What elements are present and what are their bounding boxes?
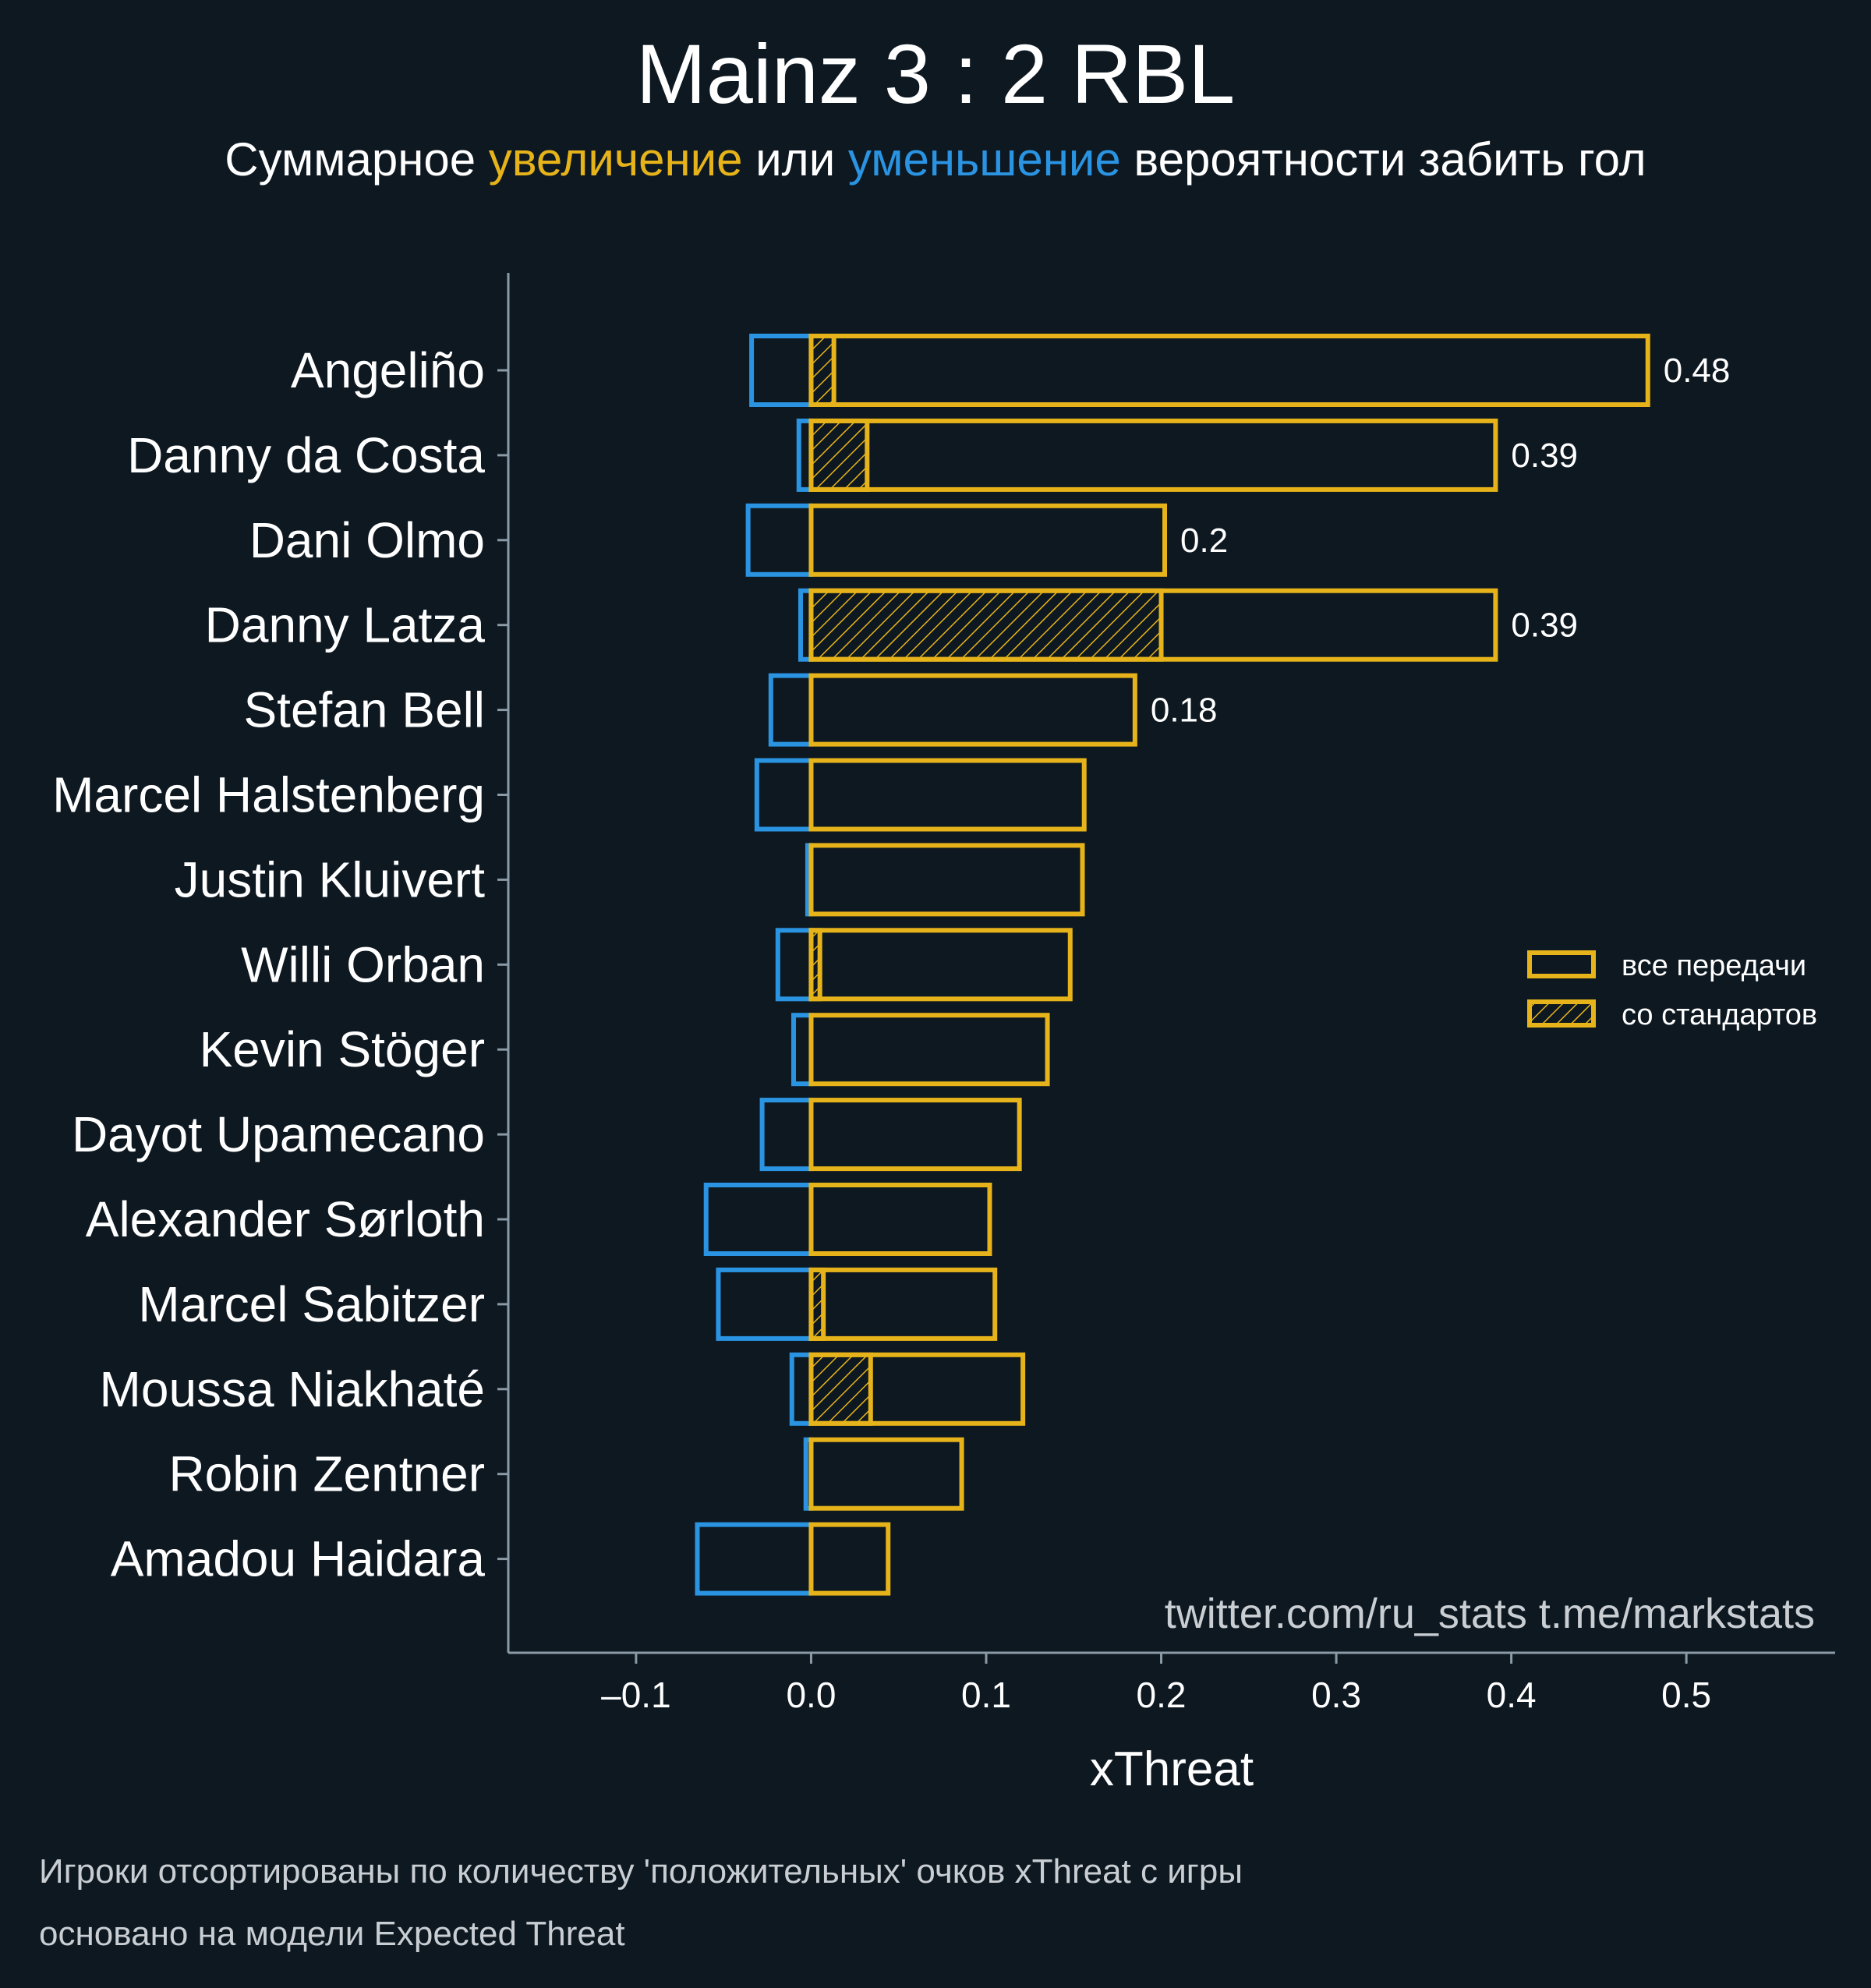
subtitle-part-2: или — [742, 133, 848, 186]
negative-bar — [768, 673, 814, 747]
negative-bar — [716, 1267, 814, 1341]
x-axis-label: xThreat — [1090, 1742, 1254, 1796]
category-label: Marcel Halstenberg — [52, 767, 485, 823]
footnote-sorting: Игроки отсортированы по количеству 'поло… — [39, 1852, 1243, 1891]
category-label: Kevin Stöger — [200, 1021, 485, 1077]
category-label: Moussa Niakhaté — [100, 1361, 485, 1417]
x-tick-label: 0.5 — [1661, 1675, 1711, 1715]
category-label: Willi Orban — [241, 936, 485, 992]
category-label: Marcel Sabitzer — [138, 1276, 485, 1332]
set-piece-bar — [808, 588, 1164, 662]
all-passes-bar — [808, 1098, 1022, 1172]
negative-bar — [703, 1183, 814, 1256]
all-passes-bar — [808, 588, 1498, 662]
bar-value-label: 0.18 — [1151, 692, 1218, 730]
bar-value-label: 0.48 — [1664, 352, 1731, 390]
category-label: Dani Olmo — [249, 512, 485, 568]
all-passes-bar — [808, 673, 1137, 747]
all-passes-bar — [808, 758, 1087, 832]
x-tick-label: 0.1 — [961, 1675, 1011, 1715]
subtitle-positive-word: увеличение — [488, 133, 743, 186]
axes-group: Angeliño Danny da Costa Dani Olmo Danny Lat… — [52, 273, 1835, 1796]
all-passes-bar — [808, 503, 1168, 577]
all-passes-bar — [808, 843, 1085, 917]
legend-swatch — [1527, 999, 1596, 1028]
bar-value-label: 0.39 — [1511, 437, 1578, 475]
bars-group: 0.48 0.39 0.2 0.39 0.18 — [695, 334, 1731, 1596]
x-tick-label: –0.1 — [601, 1675, 671, 1715]
negative-bar — [775, 928, 814, 1002]
subtitle-part-1: Суммарное — [225, 133, 489, 186]
watermark: twitter.com/ru_stats t.me/markstats — [1165, 1590, 1815, 1637]
legend-swatch — [1527, 950, 1596, 978]
category-label: Danny Latza — [205, 597, 486, 653]
chart-subtitle: Суммарное увеличение или уменьшение веро… — [0, 129, 1871, 191]
x-tick-label: 0.0 — [786, 1675, 836, 1715]
set-piece-bar — [808, 418, 870, 492]
bar-value-label: 0.2 — [1180, 522, 1228, 560]
negative-bar — [745, 503, 814, 577]
negative-bar — [749, 334, 814, 407]
subtitle-part-3: вероятности забить гол — [1120, 133, 1646, 186]
category-label: Dayot Upamecano — [72, 1106, 485, 1162]
chart-title: Mainz 3 : 2 RBL — [635, 27, 1236, 121]
category-label: Amadou Haidara — [111, 1531, 486, 1587]
negative-bar — [754, 758, 814, 832]
all-passes-bar — [808, 1437, 964, 1511]
negative-bar — [695, 1522, 814, 1596]
negative-bar — [790, 1013, 814, 1087]
negative-bar — [789, 1352, 814, 1426]
x-tick-label: 0.2 — [1137, 1675, 1187, 1715]
category-label: Angeliño — [291, 342, 485, 398]
category-label: Robin Zentner — [168, 1446, 485, 1502]
all-passes-bar — [808, 1183, 992, 1256]
bar-value-label: 0.39 — [1511, 607, 1578, 645]
all-passes-bar — [808, 1352, 1026, 1426]
category-label: Stefan Bell — [243, 682, 485, 738]
legend: все передачи со стандартов — [1527, 950, 1817, 1031]
all-passes-bar — [808, 334, 1650, 407]
all-passes-bar — [808, 928, 1073, 1002]
all-passes-bar — [808, 1013, 1050, 1087]
category-label: Danny da Costa — [127, 427, 485, 483]
category-label: Justin Kluivert — [175, 851, 486, 907]
footnote-model: основано на модели Expected Threat — [39, 1915, 625, 1953]
all-passes-bar — [808, 418, 1498, 492]
x-tick-label: 0.4 — [1487, 1675, 1537, 1715]
all-passes-bar — [808, 1522, 891, 1596]
category-label: Alexander Sørloth — [86, 1191, 485, 1247]
x-tick-label: 0.3 — [1311, 1675, 1361, 1715]
set-piece-bar — [808, 1352, 873, 1426]
set-piece-bar — [808, 334, 836, 407]
legend-label: все передачи — [1622, 950, 1806, 982]
subtitle-negative-word: уменьшение — [847, 133, 1121, 186]
all-passes-bar — [808, 1267, 998, 1341]
legend-label: со стандартов — [1622, 999, 1817, 1031]
negative-bar — [759, 1098, 814, 1172]
